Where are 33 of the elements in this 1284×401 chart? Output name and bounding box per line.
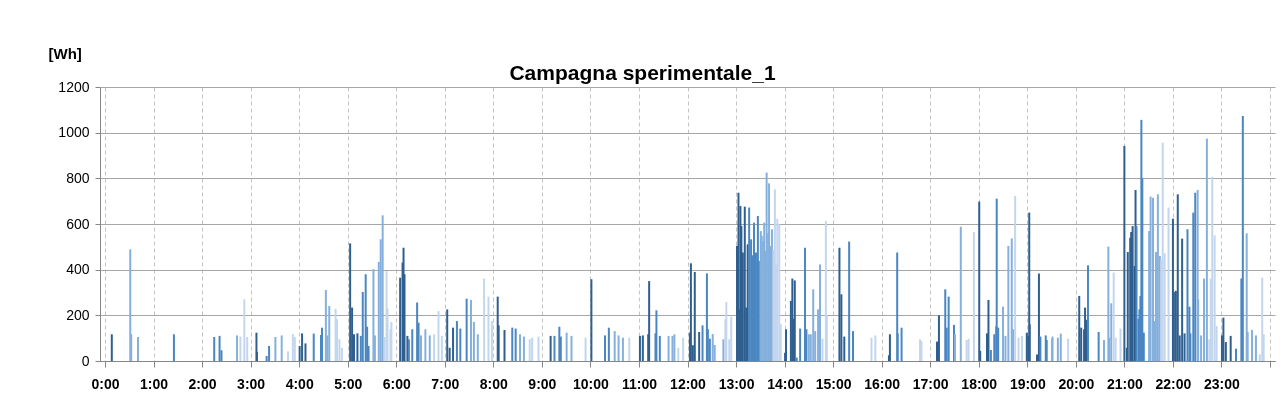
y-tick-label: 0 bbox=[81, 352, 90, 369]
chart-title: Campagna sperimentale_1 bbox=[509, 61, 776, 84]
x-tick-label: 18:00 bbox=[961, 375, 998, 392]
x-tick-label: 17:00 bbox=[912, 375, 949, 392]
x-tick-label: 5:00 bbox=[334, 375, 363, 392]
x-tick-label: 21:00 bbox=[1106, 375, 1143, 392]
x-tick-label: 13:00 bbox=[718, 375, 755, 392]
x-tick-label: 10:00 bbox=[573, 375, 610, 392]
y-axis-title: [Wh] bbox=[48, 44, 82, 62]
y-tick-label: 1000 bbox=[58, 124, 90, 141]
y-tick-label: 600 bbox=[66, 215, 90, 232]
x-tick-label: 8:00 bbox=[479, 375, 509, 392]
x-tick-label: 16:00 bbox=[864, 375, 901, 392]
y-tick-label: 400 bbox=[66, 261, 90, 278]
x-tick-label: 20:00 bbox=[1058, 375, 1095, 392]
x-tick-label: 22:00 bbox=[1155, 375, 1192, 392]
x-tick-label: 7:00 bbox=[431, 375, 460, 392]
x-tick-label: 3:00 bbox=[237, 375, 266, 392]
x-tick-label: 1:00 bbox=[140, 375, 169, 392]
x-tick-label: 15:00 bbox=[815, 375, 852, 392]
x-tick-label: 12:00 bbox=[670, 375, 707, 392]
x-tick-label: 6:00 bbox=[382, 375, 411, 392]
x-tick-label: 11:00 bbox=[621, 375, 658, 392]
x-tick-label: 4:00 bbox=[285, 375, 314, 392]
y-tick-label: 200 bbox=[66, 306, 90, 323]
x-tick-label: 23:00 bbox=[1204, 375, 1241, 392]
x-tick-label: 0:00 bbox=[91, 375, 120, 392]
x-tick-label: 19:00 bbox=[1009, 375, 1046, 392]
y-tick-label: 800 bbox=[66, 169, 90, 186]
x-tick-label: 2:00 bbox=[188, 375, 217, 392]
y-tick-label: 1200 bbox=[58, 78, 90, 95]
x-tick-label: 14:00 bbox=[767, 375, 804, 392]
x-tick-label: 9:00 bbox=[528, 375, 557, 392]
